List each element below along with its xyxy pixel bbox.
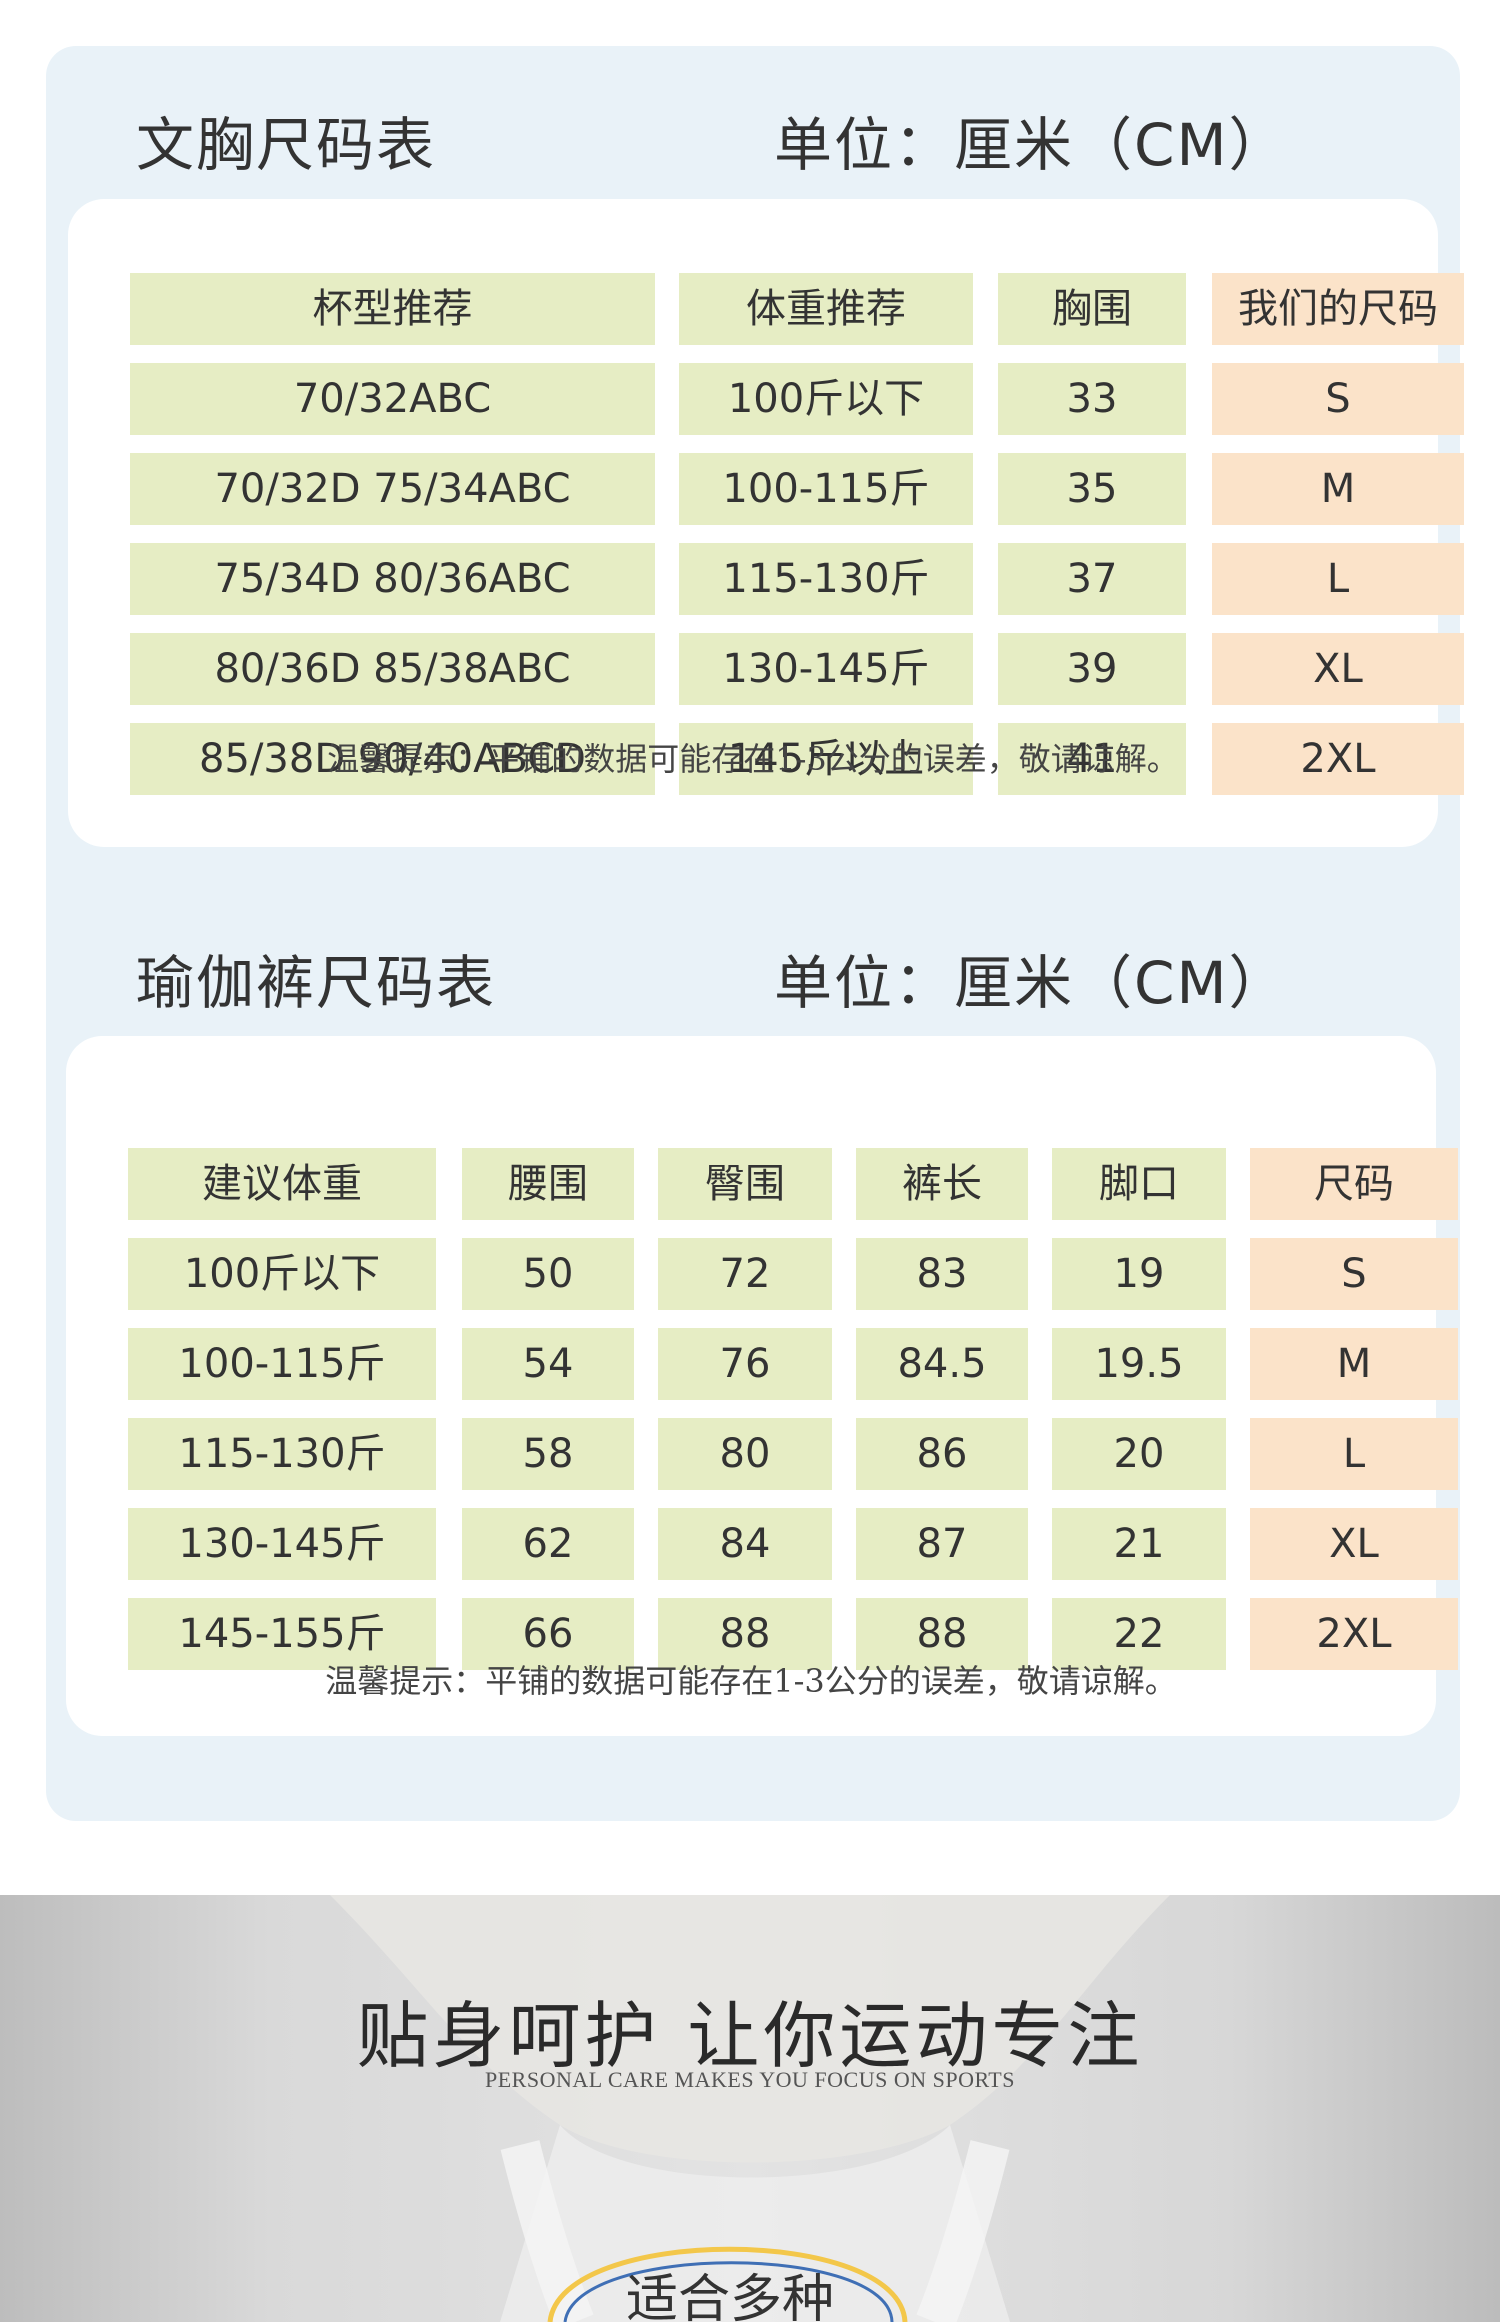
bra-table-cell: 39 <box>998 633 1186 705</box>
bra-table-cell: 70/32ABC <box>130 363 655 435</box>
bra-header-cell: 我们的尺码 <box>1212 273 1464 345</box>
bra-table-cell: 75/34D 80/36ABC <box>130 543 655 615</box>
pants-table-cell: 83 <box>856 1238 1028 1310</box>
bra-table-cell: 41 <box>998 723 1186 795</box>
bra-table-cell: 145斤以上 <box>679 723 973 795</box>
pants-table-cell: 21 <box>1052 1508 1226 1580</box>
pants-table-cell: 84 <box>658 1508 832 1580</box>
pants-table-cell: M <box>1250 1328 1458 1400</box>
pants-table-cell: 145-155斤 <box>128 1598 436 1670</box>
pants-chart-note: 温馨提示：平铺的数据可能存在1-3公分的误差，敬请谅解。 <box>325 1662 1177 1700</box>
bra-header-cell: 杯型推荐 <box>130 273 655 345</box>
pants-table-cell: 22 <box>1052 1598 1226 1670</box>
pants-table-cell: 84.5 <box>856 1328 1028 1400</box>
pants-table-cell: 100斤以下 <box>128 1238 436 1310</box>
bra-header-cell: 体重推荐 <box>679 273 973 345</box>
bra-table-cell: 33 <box>998 363 1186 435</box>
promo-title: 贴身呵护 让你运动专注 <box>356 1994 1144 2078</box>
pants-table-cell: XL <box>1250 1508 1458 1580</box>
bra-chart-card: 杯型推荐 体重推荐 胸围 我们的尺码 70/32ABC 100斤以下 33 S 70/32D 7… <box>68 199 1464 847</box>
promo-subtitle: PERSONAL CARE MAKES YOU FOCUS ON SPORTS <box>485 2067 1015 2092</box>
pants-table-cell: 87 <box>856 1508 1028 1580</box>
bra-table-cell: 80/36D 85/38ABC <box>130 633 655 705</box>
bra-table-cell: 115-130斤 <box>679 543 973 615</box>
bra-table-cell: 35 <box>998 453 1186 525</box>
bra-chart-title: 文胸尺码表 <box>136 111 437 179</box>
pants-table-cell: 130-145斤 <box>128 1508 436 1580</box>
pants-table-cell: 20 <box>1052 1418 1226 1490</box>
bra-table-cell: M <box>1212 453 1464 525</box>
bra-table-cell: S <box>1212 363 1464 435</box>
bra-header-cell: 胸围 <box>998 273 1186 345</box>
chip-inner-arc-icon <box>563 2261 894 2322</box>
pants-header-cell: 臀围 <box>658 1148 832 1220</box>
pants-table-cell: L <box>1250 1418 1458 1490</box>
bra-table-cell: 100斤以下 <box>679 363 973 435</box>
bra-table-cell: 70/32D 75/34ABC <box>130 453 655 525</box>
pants-header-cell: 尺码 <box>1250 1148 1458 1220</box>
pants-table-cell: 58 <box>462 1418 634 1490</box>
pants-table-cell: 100-115斤 <box>128 1328 436 1400</box>
chip-arc-icon <box>547 2246 908 2322</box>
bra-chart-unit: 单位：厘米（CM） <box>774 111 1289 179</box>
pants-header-cell: 脚口 <box>1052 1148 1226 1220</box>
pants-table-cell: 62 <box>462 1508 634 1580</box>
pants-table-cell: 66 <box>462 1598 634 1670</box>
pants-table-cell: S <box>1250 1238 1458 1310</box>
pants-table-cell: 50 <box>462 1238 634 1310</box>
pants-table-cell: 76 <box>658 1328 832 1400</box>
pants-table-cell: 88 <box>856 1598 1028 1670</box>
bra-table-cell: 130-145斤 <box>679 633 973 705</box>
bra-table-cell: 85/38D 90/40ABCD <box>130 723 655 795</box>
pants-table-cell: 54 <box>462 1328 634 1400</box>
promo-banner: 贴身呵护 让你运动专注 PERSONAL CARE MAKES YOU FOCU… <box>0 1895 1500 2322</box>
bra-table-cell: XL <box>1212 633 1464 705</box>
pants-table-cell: 80 <box>658 1418 832 1490</box>
bra-table-cell: 37 <box>998 543 1186 615</box>
pants-table-cell: 19 <box>1052 1238 1226 1310</box>
pants-chart-unit: 单位：厘米（CM） <box>774 949 1289 1017</box>
pants-chart-card: 建议体重 腰围 臀围 裤长 脚口 尺码 100斤以下 50 72 83 19 S 100-115斤 54 7… <box>66 1036 1458 1736</box>
pants-header-cell: 腰围 <box>462 1148 634 1220</box>
pants-header-cell: 建议体重 <box>128 1148 436 1220</box>
pants-header-cell: 裤长 <box>856 1148 1028 1220</box>
model-silhouette-image <box>330 1895 1170 2322</box>
bra-table-cell: 2XL <box>1212 723 1464 795</box>
bra-table-cell: L <box>1212 543 1464 615</box>
bra-chart-note: 温馨提示：平铺的数据可能存在1-3公分的误差，敬请谅解。 <box>327 740 1179 778</box>
pants-chart-title: 瑜伽裤尺码表 <box>136 949 497 1017</box>
pants-table-cell: 115-130斤 <box>128 1418 436 1490</box>
pants-table-cell: 88 <box>658 1598 832 1670</box>
pants-table-cell: 19.5 <box>1052 1328 1226 1400</box>
bra-table-cell: 100-115斤 <box>679 453 973 525</box>
pants-table-cell: 2XL <box>1250 1598 1458 1670</box>
promo-chip-label: 适合多种 <box>625 2270 834 2322</box>
pants-table-cell: 72 <box>658 1238 832 1310</box>
pants-table-cell: 86 <box>856 1418 1028 1490</box>
size-chart-panel: 文胸尺码表 单位：厘米（CM） 杯型推荐 体重推荐 胸围 我们的尺码 70/32ABC 1… <box>46 46 1464 1821</box>
